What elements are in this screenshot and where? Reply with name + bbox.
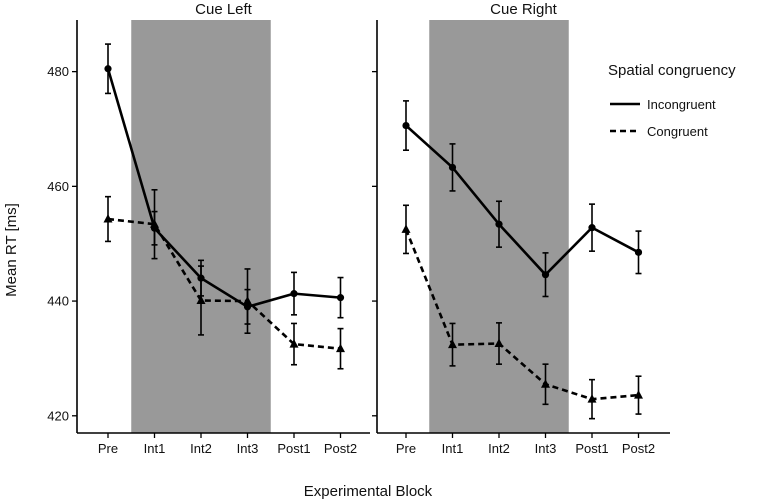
y-tick-label: 460 (47, 179, 69, 194)
series-line-congruent (404, 228, 639, 401)
x-tick-label: Post2 (324, 441, 357, 456)
point-marker-incongruent (448, 163, 457, 172)
x-tick-label: Pre (98, 441, 118, 456)
point-marker-congruent (150, 219, 159, 228)
point-marker-incongruent (588, 224, 596, 232)
point-marker-incongruent (402, 121, 410, 130)
x-tick-label: Int3 (237, 441, 259, 456)
y-tick-label: 480 (47, 64, 69, 79)
point-marker-congruent (587, 394, 597, 403)
x-tick-label: Pre (396, 441, 416, 456)
legend: Spatial congruency Incongruent Congruent (608, 62, 736, 139)
point-marker-congruent (401, 224, 411, 233)
legend-label-incongruent: Incongruent (647, 97, 716, 112)
point-marker-incongruent (541, 271, 550, 279)
point-marker-incongruent (634, 248, 643, 256)
panel-1: Cue Right Pre Int1 Int2 Int3 Post1 Post2 (372, 1, 670, 456)
point-marker-congruent (448, 339, 457, 349)
point-marker-incongruent (495, 220, 503, 228)
point-marker-congruent (196, 295, 206, 304)
x-axis-title: Experimental Block (304, 483, 433, 500)
panels-layer: Cue Left 420 440 460 480 Pre Int1 Int2 Int3 Post1… (47, 1, 670, 456)
x-tick-label: Int1 (144, 441, 166, 456)
series-line-incongruent (106, 68, 341, 309)
panel-title: Cue Right (490, 1, 558, 18)
point-marker-congruent (103, 214, 113, 223)
x-tick-label: Int2 (190, 441, 212, 456)
x-tick-label: Int2 (488, 441, 510, 456)
x-tick-label: Post1 (277, 441, 310, 456)
legend-title: Spatial congruency (608, 62, 736, 79)
point-marker-incongruent (104, 65, 112, 73)
y-tick-label: 440 (47, 294, 69, 309)
panel-0: Cue Left 420 440 460 480 Pre Int1 Int2 Int3 Post1… (47, 1, 370, 456)
panel-title: Cue Left (195, 1, 253, 18)
x-tick-label: Int3 (535, 441, 557, 456)
y-tick-label: 420 (47, 408, 69, 423)
point-marker-incongruent (336, 294, 345, 302)
point-marker-congruent (243, 296, 252, 305)
point-marker-incongruent (290, 290, 298, 298)
series-line-congruent (107, 217, 341, 350)
point-marker-congruent (336, 343, 345, 353)
point-marker-congruent (289, 339, 299, 348)
point-marker-congruent (541, 379, 550, 388)
x-tick-label: Int1 (442, 441, 464, 456)
series-line-incongruent (405, 124, 640, 276)
point-marker-congruent (634, 390, 643, 399)
x-tick-label: Post1 (575, 441, 608, 456)
point-marker-congruent (494, 338, 504, 348)
y-axis-title: Mean RT [ms] (3, 203, 20, 297)
x-tick-label: Post2 (622, 441, 655, 456)
legend-label-congruent: Congruent (647, 124, 708, 139)
